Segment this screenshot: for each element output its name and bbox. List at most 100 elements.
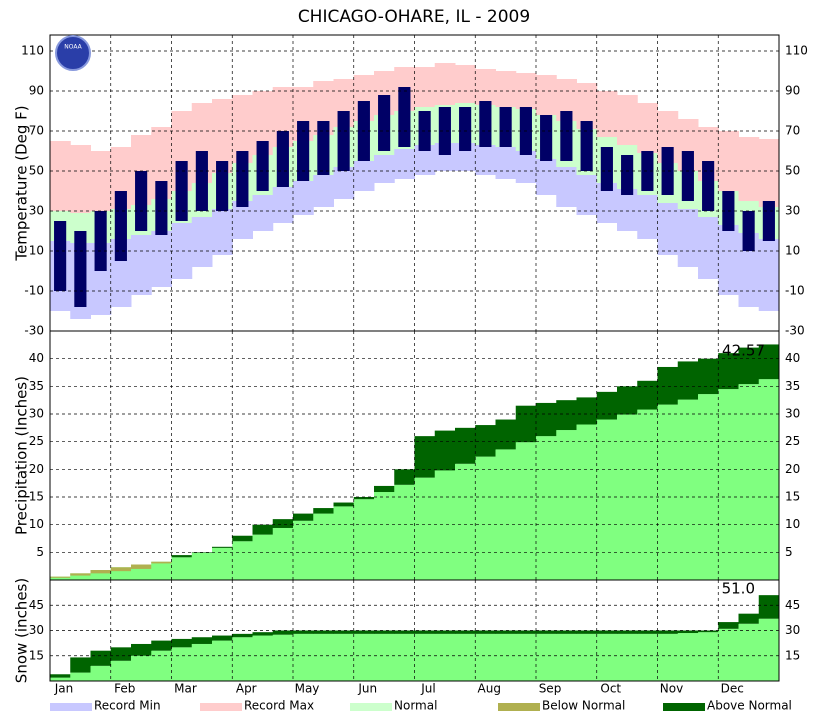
below-normal (50, 576, 71, 578)
above-normal (272, 519, 294, 528)
actual-range (378, 95, 391, 151)
normal-area (171, 557, 193, 580)
record-max-band (556, 79, 577, 121)
legend-label: Record Max (244, 699, 314, 713)
record-min-band (414, 145, 436, 175)
normal-area (455, 463, 476, 580)
actual-range (256, 141, 269, 191)
above-normal (596, 630, 618, 634)
actual-range (479, 101, 492, 147)
above-normal (191, 637, 213, 644)
actual-range (155, 181, 168, 235)
actual-range (297, 121, 310, 181)
x-tick-label: Apr (236, 682, 257, 696)
y-tick-label: 10 (29, 517, 44, 531)
record-max-band (434, 63, 456, 105)
x-tick-label: Feb (114, 682, 135, 696)
normal-area (576, 633, 598, 681)
normal-area (698, 394, 719, 580)
normal-area (313, 633, 334, 681)
record-min-band (495, 147, 517, 179)
x-tick-label: May (295, 682, 320, 696)
normal-area (70, 672, 91, 681)
normal-area (90, 570, 112, 580)
actual-range (560, 111, 573, 161)
normal-area (293, 633, 314, 681)
normal-area (191, 643, 213, 681)
record-max-band (455, 65, 476, 103)
above-normal (333, 630, 355, 634)
above-normal (50, 674, 71, 678)
normal-area (536, 436, 557, 580)
y-tick-label: 40 (29, 351, 44, 365)
above-normal (414, 630, 436, 634)
y-tick-label-right: -30 (785, 324, 805, 338)
normal-area (333, 633, 355, 681)
record-min-band (596, 183, 618, 223)
above-normal (758, 595, 780, 619)
below-normal (151, 561, 172, 564)
record-max-band (718, 131, 739, 191)
above-normal (252, 632, 274, 636)
above-normal (434, 430, 456, 471)
record-min-band (151, 231, 172, 287)
record-max-band (617, 95, 638, 145)
below-normal (110, 567, 132, 572)
normal-area (596, 419, 618, 580)
normal-area (70, 573, 91, 580)
actual-range (216, 161, 229, 211)
legend-label: Above Normal (707, 699, 792, 713)
record-max-band (212, 99, 233, 173)
normal-area (738, 623, 760, 681)
normal-area (495, 633, 517, 681)
above-normal (677, 361, 699, 400)
y-tick-label-right: 110 (785, 44, 808, 58)
y-tick-label-right: 30 (785, 204, 800, 218)
record-min-band (637, 195, 658, 239)
y-tick-label: 50 (29, 164, 44, 178)
record-min-band (293, 181, 314, 215)
legend-swatch (350, 703, 392, 711)
normal-area (110, 660, 132, 681)
above-normal (455, 630, 476, 634)
record-max-band (414, 67, 436, 107)
y-tick-label-right: 30 (785, 407, 800, 421)
above-normal (495, 630, 517, 634)
normal-area (617, 633, 638, 681)
x-tick-label: Dec (721, 682, 744, 696)
actual-range (54, 221, 67, 291)
above-normal (576, 397, 598, 425)
below-normal (70, 573, 91, 576)
normal-area (252, 534, 274, 580)
above-normal (515, 630, 537, 634)
actual-range (540, 115, 553, 161)
y-axis-title: Temperature (Deg F) (13, 105, 31, 261)
above-normal (313, 630, 334, 634)
actual-range (236, 151, 249, 207)
above-normal (252, 524, 274, 535)
actual-range (276, 131, 289, 187)
above-normal (718, 622, 739, 629)
y-tick-label-right: 10 (785, 517, 800, 531)
normal-area (637, 409, 658, 580)
normal-area (677, 633, 699, 681)
above-normal (293, 513, 314, 521)
x-tick-label: Sep (539, 682, 562, 696)
normal-area (475, 633, 496, 681)
normal-area (252, 635, 274, 681)
above-normal (232, 535, 253, 542)
record-max-band (576, 83, 598, 129)
y-tick-label: 45 (29, 598, 44, 612)
record-min-band (232, 201, 253, 239)
record-max-band (90, 151, 112, 211)
y-tick-label: 30 (29, 623, 44, 637)
normal-area (272, 527, 294, 580)
record-min-band (515, 151, 537, 183)
above-normal (353, 497, 375, 500)
y-tick-label-right: 45 (785, 598, 800, 612)
normal-area (212, 640, 233, 681)
above-normal (212, 546, 233, 548)
actual-range (74, 231, 87, 307)
